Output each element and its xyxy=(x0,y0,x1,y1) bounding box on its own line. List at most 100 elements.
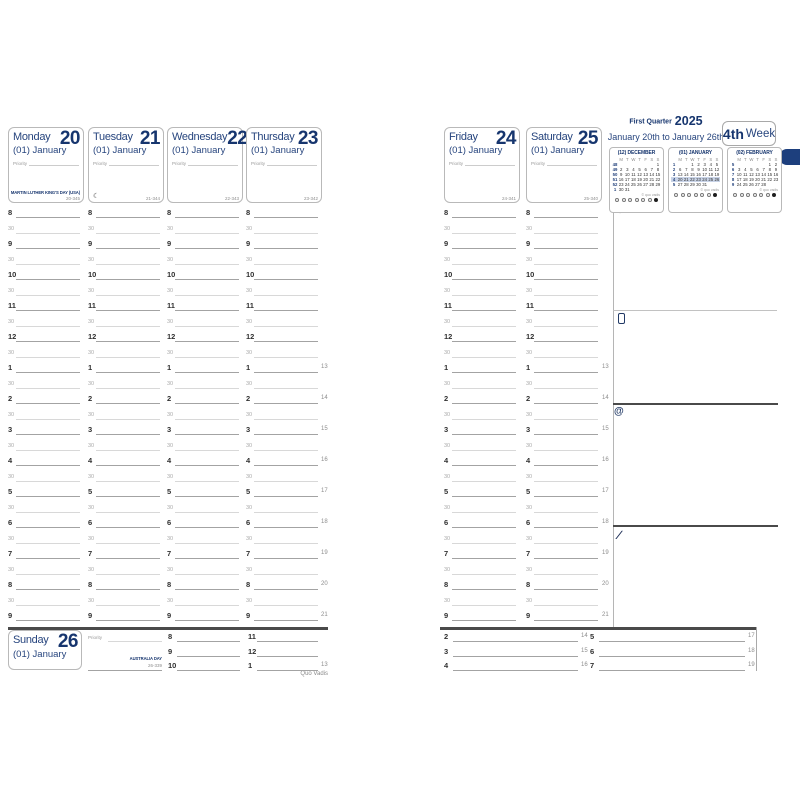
priority-line xyxy=(547,161,597,166)
band-row-line xyxy=(177,641,240,642)
time-row-line xyxy=(96,604,160,606)
time-row-line xyxy=(16,511,80,513)
day-header-friday: Friday 24 (01) January Priority 24-341 xyxy=(444,127,520,203)
h24-label: 20 xyxy=(602,581,609,587)
day-number: 20 xyxy=(59,128,81,149)
calendar-day-cell: 2 xyxy=(774,161,778,167)
time-row-line xyxy=(175,310,239,311)
hour-label: 2 xyxy=(246,394,251,403)
last-quarter-moon-icon: ☾ xyxy=(93,193,100,200)
calendar-copyright: © quo vadis xyxy=(759,187,778,192)
hour-label: 4 xyxy=(444,456,449,465)
time-row-line xyxy=(452,573,516,575)
calendar-day-cell: 26 xyxy=(749,181,754,187)
hour-label: 8 xyxy=(526,580,531,589)
weekday-letter: S xyxy=(768,156,772,162)
priority-label: Priority xyxy=(93,161,108,166)
h24-label: 17 xyxy=(321,488,328,494)
time-row-line xyxy=(534,372,598,373)
time-row-line xyxy=(254,449,318,451)
page-edge-line xyxy=(756,627,757,671)
calendar-day-cell: 22 xyxy=(655,176,661,182)
half-hour-label: 30 xyxy=(88,256,95,263)
time-row-line xyxy=(175,449,239,451)
calendar-day-cell: 1 xyxy=(691,161,694,167)
week-number-cell: 1 xyxy=(672,161,676,167)
band-row-line xyxy=(257,670,318,671)
calendar-copyright: © quo vadis xyxy=(641,192,660,197)
calendar-dot xyxy=(647,198,652,203)
time-row-line xyxy=(254,403,318,404)
hour-label: 8 xyxy=(167,208,172,217)
time-row-line xyxy=(16,418,80,420)
hour-label: 1 xyxy=(444,363,449,372)
week-number-cell: 50 xyxy=(612,171,618,177)
time-row-line xyxy=(452,310,516,311)
h24-label: 17 xyxy=(748,633,755,639)
hour-label: 4 xyxy=(167,456,172,465)
calendar-day-cell: 20 xyxy=(643,176,649,182)
half-hour-label: 30 xyxy=(444,566,451,573)
calendar-day-cell: 27 xyxy=(677,181,683,187)
calendar-day-cell: 30 xyxy=(696,181,701,187)
week-number-cell: 3 xyxy=(672,171,676,177)
h24-label: 13 xyxy=(602,364,609,370)
week-number-cell: 8 xyxy=(731,176,735,182)
time-row-line xyxy=(452,465,516,466)
time-row-line xyxy=(452,387,516,389)
time-row-line xyxy=(534,232,598,234)
day-header-top: Monday 20 xyxy=(13,128,81,149)
time-row-line xyxy=(534,434,598,435)
calendar-dot xyxy=(746,193,750,198)
hour-label: 11 xyxy=(246,301,254,310)
hour-label: 4 xyxy=(88,456,93,465)
band-hour-label: 1 xyxy=(248,661,253,670)
day-number: 26 xyxy=(57,631,79,652)
time-row-line xyxy=(534,217,598,218)
time-row-line xyxy=(534,279,598,280)
calendar-day-cell: 31 xyxy=(702,181,708,187)
time-row-line xyxy=(96,620,160,621)
day-code: 20-345 xyxy=(65,196,80,201)
hour-label: 8 xyxy=(88,208,93,217)
weekday-letter: S xyxy=(650,156,654,162)
day-number: 24 xyxy=(495,128,517,149)
hour-label: 11 xyxy=(8,301,16,310)
time-row-line xyxy=(175,496,239,497)
day-code: 22-343 xyxy=(224,196,239,201)
hour-label: 11 xyxy=(526,301,534,310)
time-row-line xyxy=(16,542,80,544)
half-hour-label: 30 xyxy=(246,225,253,232)
time-row-line xyxy=(254,418,318,420)
priority-row: Priority xyxy=(93,161,159,166)
half-hour-label: 30 xyxy=(88,287,95,294)
calendar-dot xyxy=(752,193,757,198)
hour-label: 1 xyxy=(246,363,251,372)
hour-label: 9 xyxy=(167,239,172,248)
hour-label: 4 xyxy=(526,456,531,465)
priority-line xyxy=(29,161,79,166)
calendar-day-cell: 10 xyxy=(702,166,708,172)
time-row-line xyxy=(175,372,239,373)
time-row-line xyxy=(452,325,516,327)
hour-label: 3 xyxy=(444,425,449,434)
time-row-line xyxy=(96,356,160,358)
calendar-day-cell: 22 xyxy=(767,176,773,182)
hour-label: 3 xyxy=(8,425,13,434)
half-hour-label: 30 xyxy=(167,535,174,542)
hour-label: 10 xyxy=(526,270,535,279)
mini-calendar-grid: M T W T F S S 1 1 2 3 4 5 2 6 7 8 9 10 11 12 3 13 14 15 16 17 18 19 4… xyxy=(671,157,720,188)
time-row-line xyxy=(452,372,516,373)
half-hour-label: 30 xyxy=(167,473,174,480)
hour-label: 9 xyxy=(8,611,13,620)
day-name: Friday xyxy=(449,131,478,143)
half-hour-label: 30 xyxy=(444,225,451,232)
time-row-line xyxy=(175,232,239,234)
calendar-day-cell: 12 xyxy=(637,171,642,177)
hour-label: 8 xyxy=(8,580,13,589)
calendar-day-cell: 18 xyxy=(742,176,748,182)
hour-label: 4 xyxy=(246,456,251,465)
half-hour-label: 30 xyxy=(526,256,533,263)
week-number-cell: 2 xyxy=(672,166,676,172)
calendar-day-cell: 8 xyxy=(656,166,660,172)
